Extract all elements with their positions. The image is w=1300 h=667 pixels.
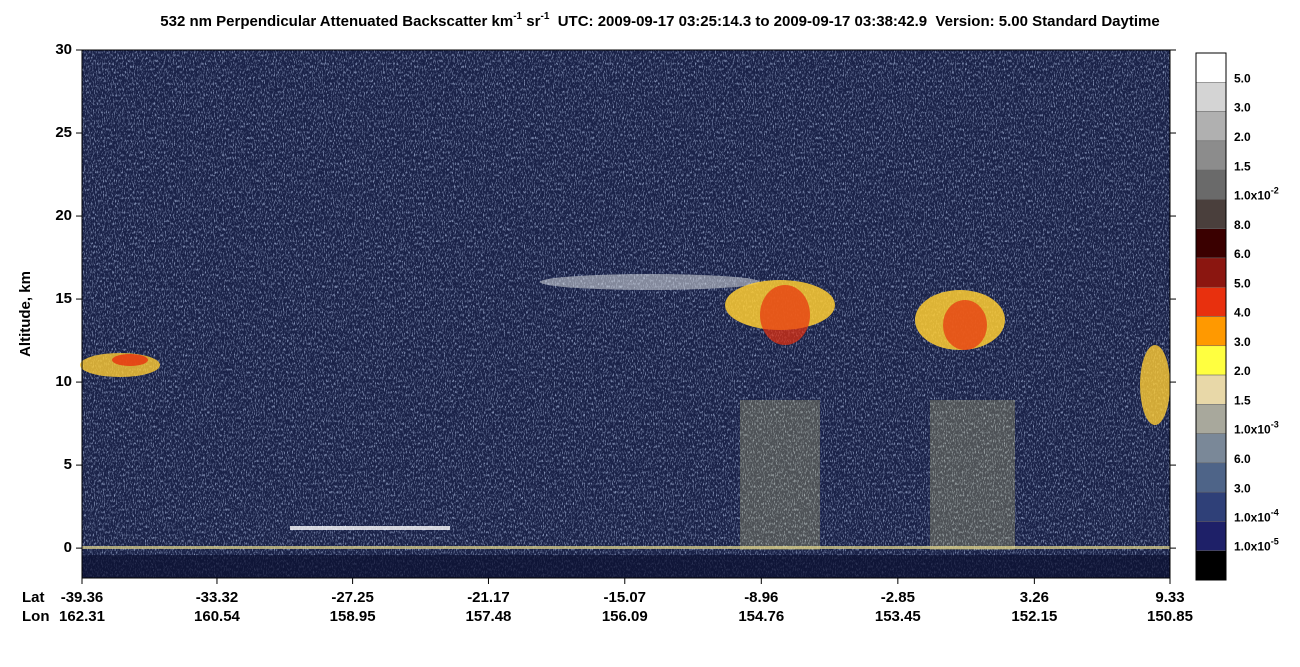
subsurface bbox=[82, 555, 1170, 578]
colorbar-swatch bbox=[1195, 462, 1227, 493]
colorbar-label: 2.0 bbox=[1234, 130, 1251, 144]
plot-frame bbox=[81, 49, 1171, 579]
x-row-label: Lat bbox=[22, 589, 45, 606]
chart-title: 532 nm Perpendicular Attenuated Backscat… bbox=[160, 11, 1159, 30]
y-tick-label: 25 bbox=[55, 124, 72, 141]
colorbar-label-sup: -4 bbox=[1271, 508, 1279, 518]
x-tick-lon-label: 158.95 bbox=[330, 608, 376, 625]
x-tick-label: -39.36 bbox=[61, 589, 104, 606]
colorbar-label: 6.0 bbox=[1234, 452, 1251, 466]
colorbar-label: 1.5 bbox=[1234, 159, 1251, 173]
colorbar-swatch bbox=[1195, 433, 1227, 464]
cloud bbox=[930, 400, 1015, 550]
colorbar-label: 1.5 bbox=[1234, 394, 1251, 408]
colorbar-label: 6.0 bbox=[1234, 247, 1251, 261]
title-part: 532 nm Perpendicular Attenuated Backscat… bbox=[160, 13, 513, 30]
cloud bbox=[112, 354, 148, 366]
y-tick-label: 5 bbox=[64, 456, 72, 473]
colorbar-label-base: 1.0x10 bbox=[1234, 189, 1271, 203]
cloud bbox=[943, 300, 987, 350]
cloud bbox=[290, 526, 450, 530]
colorbar-swatch bbox=[1195, 199, 1227, 229]
colorbar-label: 1.0x10-3 bbox=[1234, 420, 1279, 437]
x-tick-label: 9.33 bbox=[1155, 589, 1184, 606]
y-tick-label: 0 bbox=[64, 539, 72, 556]
x-tick-lon-label: 156.09 bbox=[602, 608, 648, 625]
colorbar-label-sup: -5 bbox=[1271, 537, 1279, 547]
cloud bbox=[1140, 345, 1170, 425]
y-tick-label: 30 bbox=[55, 41, 72, 58]
title-part: sr bbox=[522, 13, 541, 30]
cloud bbox=[740, 400, 820, 550]
colorbar-label-sup: -3 bbox=[1271, 420, 1279, 430]
title-part: UTC: 2009-09-17 03:25:14.3 to 2009-09-17… bbox=[549, 13, 1159, 30]
x-tick-label: 3.26 bbox=[1020, 589, 1049, 606]
x-tick-lon-label: 152.15 bbox=[1011, 608, 1057, 625]
x-tick-lon-label: 160.54 bbox=[194, 608, 241, 625]
colorbar-label: 2.0 bbox=[1234, 364, 1251, 378]
surface-return bbox=[82, 546, 1170, 549]
x-row-label: Lon bbox=[22, 608, 50, 625]
colorbar-frame bbox=[1195, 52, 1227, 581]
colorbar-swatch bbox=[1195, 345, 1227, 376]
title-sup: -1 bbox=[540, 11, 549, 22]
colorbar-label: 1.0x10-2 bbox=[1234, 186, 1279, 203]
colorbar-label: 4.0 bbox=[1234, 306, 1251, 320]
colorbar-label-sup: -2 bbox=[1271, 186, 1279, 196]
colorbar-swatch bbox=[1195, 404, 1227, 434]
colorbar-swatch bbox=[1195, 82, 1227, 112]
colorbar-swatch bbox=[1195, 491, 1227, 522]
colorbar-swatch bbox=[1195, 286, 1227, 317]
cloud bbox=[760, 285, 810, 345]
colorbar-label: 5.0 bbox=[1234, 71, 1251, 85]
colorbar-label: 1.0x10-4 bbox=[1234, 508, 1279, 525]
colorbar-swatch bbox=[1195, 550, 1227, 581]
y-tick-label: 15 bbox=[55, 290, 72, 307]
x-tick-lon-label: 153.45 bbox=[875, 608, 921, 625]
colorbar-label: 3.0 bbox=[1234, 101, 1251, 115]
y-tick-label: 20 bbox=[55, 207, 72, 224]
colorbar-swatch bbox=[1195, 316, 1227, 347]
colorbar-swatch bbox=[1195, 52, 1227, 83]
colorbar-swatch bbox=[1195, 521, 1227, 551]
colorbar-swatch bbox=[1195, 111, 1227, 142]
colorbar-label-base: 1.0x10 bbox=[1234, 540, 1271, 554]
x-tick-lon-label: 154.76 bbox=[738, 608, 784, 625]
colorbar-label-base: 1.0x10 bbox=[1234, 423, 1271, 437]
cloud bbox=[540, 274, 760, 290]
colorbar-label: 3.0 bbox=[1234, 481, 1251, 495]
colorbar-swatch bbox=[1195, 169, 1227, 200]
colorbar-swatch bbox=[1195, 374, 1227, 405]
x-tick-label: -2.85 bbox=[881, 589, 915, 606]
colorbar-swatch bbox=[1195, 228, 1227, 259]
x-tick-label: -27.25 bbox=[331, 589, 374, 606]
x-tick-lon-label: 157.48 bbox=[466, 608, 512, 625]
colorbar: 5.03.02.01.51.0x10-28.06.05.04.03.02.01.… bbox=[1195, 52, 1279, 581]
colorbar-swatch bbox=[1195, 257, 1227, 288]
x-tick-label: -15.07 bbox=[603, 589, 646, 606]
colorbar-label: 3.0 bbox=[1234, 335, 1251, 349]
y-tick-label: 10 bbox=[55, 373, 72, 390]
x-tick-label: -21.17 bbox=[467, 589, 510, 606]
x-tick-label: -8.96 bbox=[744, 589, 778, 606]
colorbar-label: 1.0x10-5 bbox=[1234, 537, 1279, 554]
x-tick-lon-label: 162.31 bbox=[59, 608, 105, 625]
y-axis-label: Altitude, km bbox=[17, 271, 34, 357]
colorbar-label: 5.0 bbox=[1234, 276, 1251, 290]
colorbar-label-base: 1.0x10 bbox=[1234, 511, 1271, 525]
x-tick-label: -33.32 bbox=[196, 589, 239, 606]
cloud-features bbox=[80, 274, 1170, 550]
title-sup: -1 bbox=[513, 11, 522, 22]
x-tick-lon-label: 150.85 bbox=[1147, 608, 1193, 625]
colorbar-label: 8.0 bbox=[1234, 218, 1251, 232]
colorbar-swatch bbox=[1195, 140, 1227, 171]
